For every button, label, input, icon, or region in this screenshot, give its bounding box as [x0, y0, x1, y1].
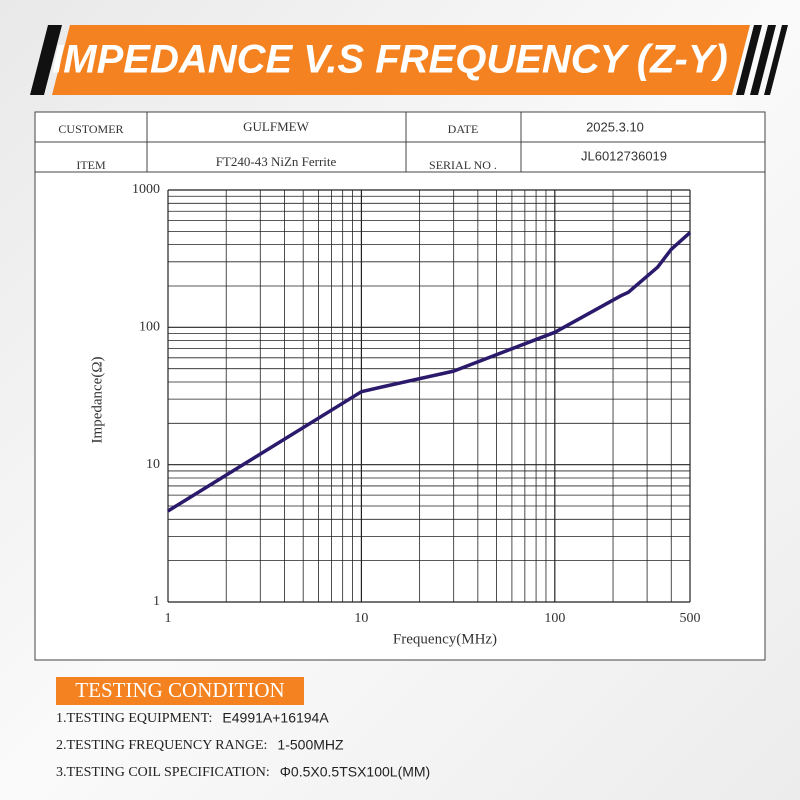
title: IMPEDANCE V.S FREQUENCY (Z-Y) [52, 38, 728, 82]
banner [52, 25, 750, 95]
banner-stripe [750, 25, 776, 95]
x-axis-label: Frequency(MHz) [393, 631, 497, 647]
condition-label: 2.TESTING FREQUENCY RANGE: [56, 738, 267, 753]
x-tick-label: 1 [165, 611, 172, 626]
y-tick-label: 1000 [132, 182, 160, 197]
table-lines [35, 112, 765, 173]
x-tick-label: 100 [544, 611, 565, 626]
table: CUSTOMER GULFMEW DATE 2025.3.10 ITEM FT2… [58, 119, 667, 172]
banner-stripe [764, 25, 788, 95]
y-tick-label: 1 [153, 594, 160, 609]
table-label: ITEM [76, 158, 106, 172]
impedance-line [167, 231, 692, 513]
table-label: CUSTOMER [58, 122, 123, 136]
y-tick-label: 10 [146, 457, 160, 472]
x-tick-label: 10 [354, 611, 368, 626]
table-label: SERIAL NO . [429, 158, 497, 172]
banner-stripe [736, 25, 762, 95]
table-value: GULFMEW [243, 119, 309, 134]
section-heading-box [56, 677, 304, 705]
condition-value: Φ0.5X0.5TSX100L(MM) [280, 764, 430, 780]
banner-stripe [30, 25, 62, 95]
condition-label: 1.TESTING EQUIPMENT: [56, 711, 212, 726]
table-label: DATE [448, 122, 479, 136]
y-tick-label: 100 [139, 320, 160, 335]
condition-value: 1-500MHZ [277, 737, 344, 753]
conditions: 1.TESTING EQUIPMENT: E4991A+16194A 2.TESTI… [56, 710, 430, 781]
table-value: 2025.3.10 [586, 119, 644, 134]
y-axis-label: Impedance(Ω) [89, 357, 105, 444]
table-value: JL6012736019 [581, 148, 667, 163]
condition-value: E4991A+16194A [222, 710, 329, 726]
x-tick-label: 500 [680, 611, 701, 626]
condition-label: 3.TESTING COIL SPECIFICATION: [56, 765, 270, 780]
section-heading: TESTING CONDITION [75, 678, 284, 702]
table-value: FT240-43 NiZn Ferrite [216, 154, 337, 169]
chart: 1 10 100 500 1 10 100 1000 [132, 182, 701, 626]
